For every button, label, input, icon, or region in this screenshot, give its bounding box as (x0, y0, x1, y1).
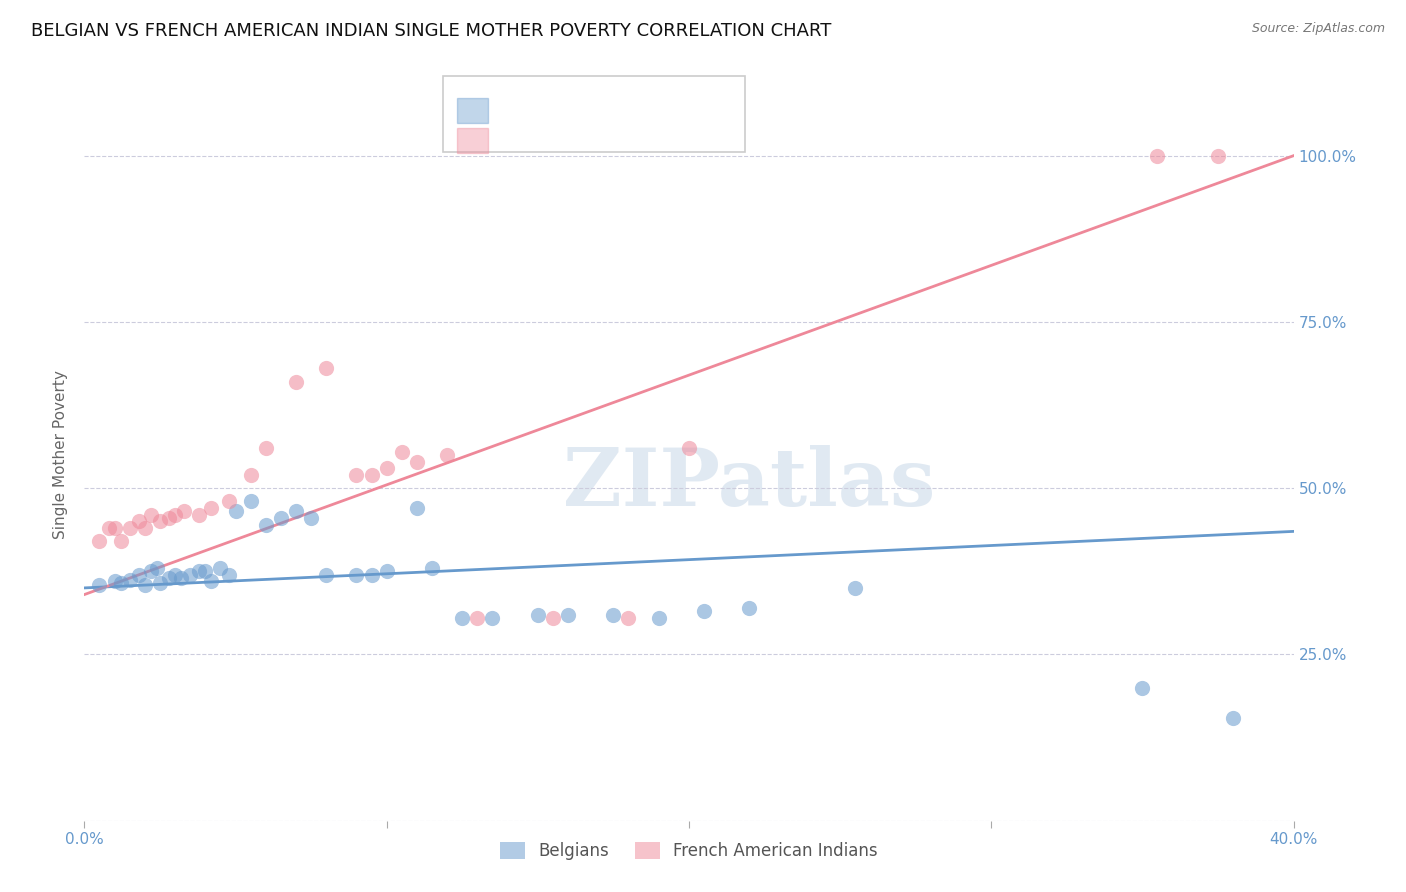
Point (200, 501, 222, 516)
Point (527, 607, 550, 622)
Point (285, 504, 308, 518)
Text: R = 0.570   N = 31: R = 0.570 N = 31 (499, 123, 669, 141)
Point (254, 517, 277, 532)
Point (110, 534, 132, 549)
Point (173, 504, 195, 518)
Point (104, 521, 127, 535)
Point (218, 567, 240, 582)
Point (89, 577, 111, 591)
Point (541, 611, 564, 625)
Point (270, 511, 292, 525)
Point (134, 521, 156, 535)
Point (218, 494, 240, 508)
Point (118, 573, 141, 587)
Point (209, 561, 232, 575)
Point (693, 604, 716, 618)
Legend: Belgians, French American Indians: Belgians, French American Indians (494, 836, 884, 867)
Point (375, 461, 398, 475)
Text: BELGIAN VS FRENCH AMERICAN INDIAN SINGLE MOTHER POVERTY CORRELATION CHART: BELGIAN VS FRENCH AMERICAN INDIAN SINGLE… (31, 22, 831, 40)
Point (391, 444, 413, 458)
Point (128, 515, 150, 529)
Point (110, 575, 132, 590)
Point (481, 611, 503, 625)
Point (134, 577, 156, 591)
Point (139, 508, 162, 522)
Point (557, 607, 579, 622)
Point (375, 564, 398, 578)
Point (346, 467, 368, 482)
Point (406, 454, 429, 468)
Text: ZIPatlas: ZIPatlas (564, 445, 935, 524)
Point (146, 561, 169, 575)
Point (648, 611, 671, 625)
Point (239, 494, 262, 508)
Point (254, 442, 277, 456)
Point (315, 361, 337, 376)
Point (617, 611, 640, 625)
Point (157, 571, 180, 585)
Point (149, 575, 172, 590)
Y-axis label: Single Mother Poverty: Single Mother Poverty (53, 370, 69, 540)
Point (299, 511, 322, 525)
Point (315, 567, 337, 582)
Point (420, 561, 443, 575)
Point (149, 515, 172, 529)
Point (1130, 681, 1153, 695)
Point (738, 600, 761, 615)
Point (360, 467, 382, 482)
Point (451, 611, 474, 625)
Point (188, 508, 211, 522)
Point (179, 567, 201, 582)
Point (285, 375, 308, 389)
Point (467, 611, 489, 625)
Point (436, 448, 458, 462)
Point (678, 442, 700, 456)
Point (89, 534, 111, 549)
Point (157, 511, 180, 525)
Point (188, 564, 211, 578)
Point (139, 564, 162, 578)
Point (104, 574, 127, 589)
Point (128, 567, 150, 582)
Point (194, 564, 217, 578)
Point (844, 581, 866, 595)
Point (165, 508, 187, 522)
Point (170, 571, 193, 585)
Point (200, 574, 222, 589)
Point (1222, 710, 1244, 724)
Point (239, 467, 262, 482)
Point (406, 501, 429, 516)
Point (1146, 149, 1168, 163)
Text: R = 0.063   N = 41: R = 0.063 N = 41 (499, 92, 669, 110)
Point (360, 567, 382, 582)
Text: Source: ZipAtlas.com: Source: ZipAtlas.com (1251, 22, 1385, 36)
Point (1206, 149, 1229, 163)
Point (165, 567, 187, 582)
Point (225, 504, 247, 518)
Point (602, 607, 624, 622)
Point (97, 521, 120, 535)
Point (118, 521, 141, 535)
Point (346, 567, 368, 582)
